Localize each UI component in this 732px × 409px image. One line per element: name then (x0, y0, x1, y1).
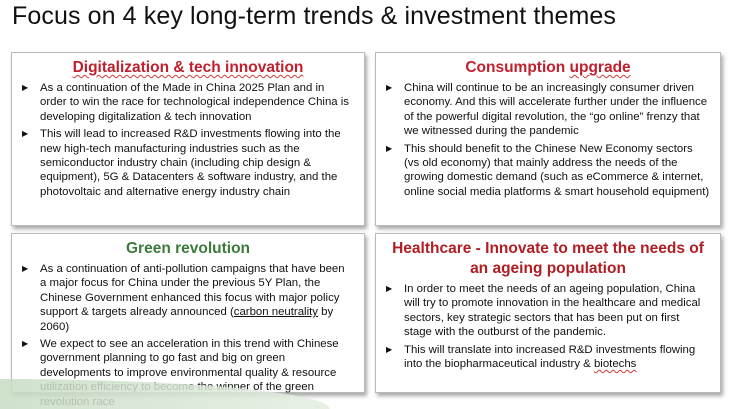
heading-text: Digitalization & tech innovation (72, 59, 304, 76)
bullet-text-underlined: carbon neutrality (233, 306, 318, 319)
card-consumption: Consumption upgrade ▶ China will continu… (375, 52, 721, 226)
bullet-list: ▶ In order to meet the needs of an agein… (386, 282, 710, 371)
bullet-text: As a continuation of anti-pollution camp… (40, 263, 345, 319)
bullet-text: In order to meet the needs of an ageing … (404, 283, 701, 339)
bullet-arrow-icon: ▶ (22, 339, 29, 349)
heading-text: Healthcare - Innovate to meet the needs … (392, 240, 704, 277)
bullet-list: ▶ As a continuation of the Made in China… (22, 81, 354, 199)
bullet-text: This will translate into increased R&D i… (404, 343, 696, 371)
bullet-arrow-icon: ▶ (386, 284, 393, 293)
bullet-arrow-icon: ▶ (386, 344, 393, 354)
bullet-text: by 2060) (40, 306, 334, 333)
bullet-arrow-icon: ▶ (22, 264, 29, 273)
card-heading-green: Green revolution (22, 239, 354, 259)
page-title: Focus on 4 key long-term trends & invest… (12, 2, 616, 30)
card-heading-digitalization: Digitalization & tech innovation (22, 58, 354, 78)
bullet-text-underlined: biotechs (593, 358, 637, 371)
card-green-revolution: Green revolution ▶ As a continuation of … (11, 233, 365, 408)
list-item: ▶ As a continuation of the Made in China… (22, 81, 354, 124)
bullet-arrow-icon: ▶ (22, 83, 29, 92)
bullet-text: This will lead to increased R&D investme… (40, 128, 341, 198)
list-item: ▶ As a continuation of anti-pollution ca… (22, 262, 354, 334)
bullet-arrow-icon: ▶ (386, 83, 393, 92)
bullet-arrow-icon: ▶ (22, 129, 29, 139)
bullet-list: ▶ China will continue to be an increasin… (386, 81, 710, 199)
list-item: ▶ This should benefit to the Chinese New… (386, 142, 710, 200)
list-item: ▶ China will continue to be an increasin… (386, 81, 710, 139)
heading-text: Green revolution (125, 240, 251, 257)
heading-text: Consumption (465, 59, 570, 76)
card-heading-consumption: Consumption upgrade (386, 58, 710, 78)
heading-text-underlined: upgrade (569, 59, 631, 76)
list-item: ▶ This will lead to increased R&D invest… (22, 127, 354, 199)
card-healthcare: Healthcare - Innovate to meet the needs … (375, 233, 721, 393)
list-item: ▶ In order to meet the needs of an agein… (386, 282, 710, 340)
bullet-text: As a continuation of the Made in China 2… (40, 82, 350, 123)
bullet-text: This should benefit to the Chinese New E… (404, 142, 710, 198)
list-item: ▶ This will translate into increased R&D… (386, 343, 710, 372)
bullet-arrow-icon: ▶ (386, 143, 393, 153)
card-digitalization: Digitalization & tech innovation ▶ As a … (11, 52, 365, 226)
card-heading-healthcare: Healthcare - Innovate to meet the needs … (386, 239, 710, 279)
bullet-text: China will continue to be an increasingl… (404, 82, 708, 138)
